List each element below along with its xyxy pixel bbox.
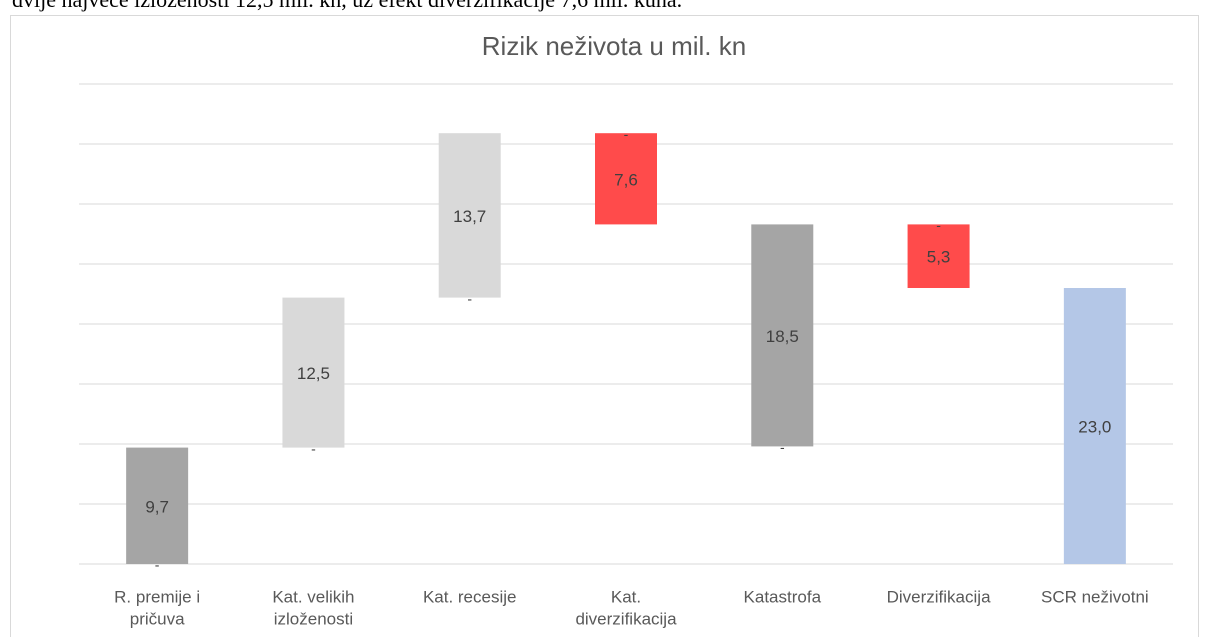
bar [595,133,657,225]
bar [126,447,189,564]
chart-border [10,15,1199,637]
bar [1063,288,1126,564]
x-tick-label: izloženosti [274,609,353,628]
x-tick-label: Kat. recesije [423,587,517,606]
x-tick-label: pričuva [130,609,185,628]
base-label: - [467,290,472,306]
bar [282,297,345,448]
data-label: 7,6 [614,170,638,189]
x-tick-label: diverzifikacija [575,609,677,628]
base-label: - [624,126,629,142]
base-label: - [311,440,316,456]
x-tick-label: SCR neživotni [1041,587,1149,606]
data-label: 23,0 [1078,417,1111,436]
x-tick-label: R. premije i [114,587,200,606]
base-label: - [780,439,785,455]
data-label: 9,7 [145,497,169,516]
bar [751,224,814,447]
x-tick-label: Kat. [611,587,641,606]
data-label: 13,7 [453,207,486,226]
x-tick-label: Kat. velikih [272,587,354,606]
x-tick-label: Katastrofa [744,587,822,606]
base-label: - [155,557,160,573]
data-label: 18,5 [766,327,799,346]
data-label: 5,3 [927,248,951,267]
bar [907,224,970,288]
data-label: 12,5 [297,364,330,383]
page-text: dvije najveće izloženosti 12,5 mil. kn, … [12,0,682,13]
base-label: - [936,217,941,233]
bar [438,133,501,298]
chart-title: Rizik neživota u mil. kn [482,31,746,61]
x-tick-label: Diverzifikacija [887,587,991,606]
